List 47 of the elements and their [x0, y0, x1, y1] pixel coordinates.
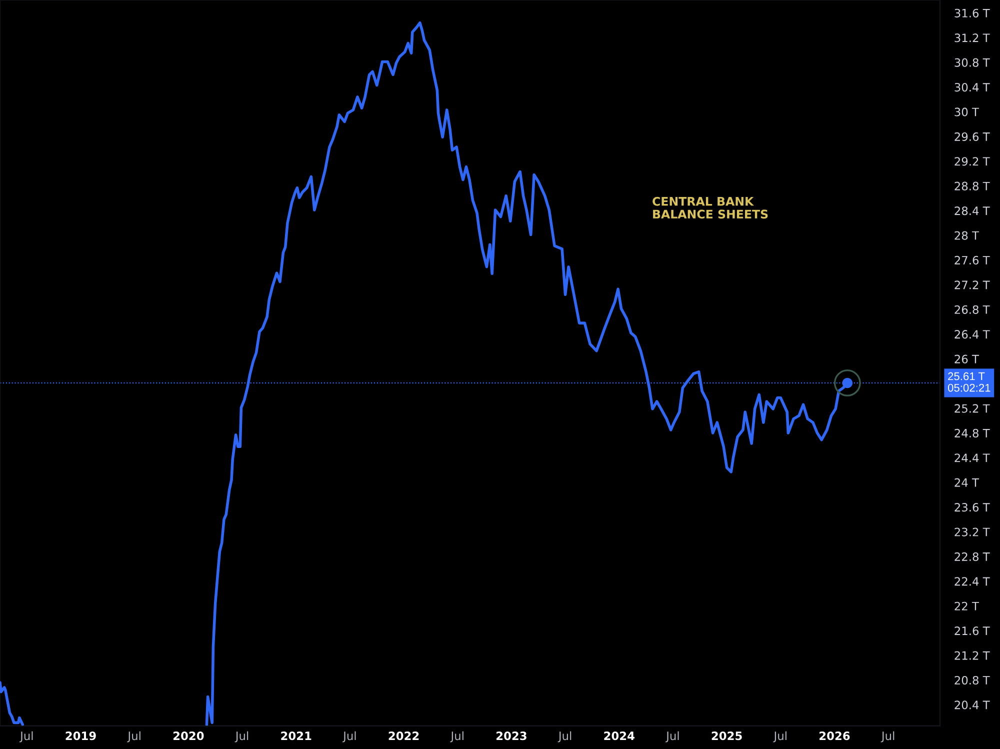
y-tick-label: 20.8 T	[954, 676, 990, 685]
y-tick-label: 30 T	[954, 108, 979, 116]
y-tick-label: 25.2 T	[954, 404, 990, 413]
y-tick-label: 30.4 T	[954, 82, 990, 92]
x-tick-label: Jul	[880, 731, 894, 742]
y-tick-label: 21.6 T	[954, 626, 990, 636]
y-tick-label: 20.4 T	[954, 700, 990, 710]
x-tick-label: Jul	[773, 731, 786, 742]
x-tick-label: Jul	[19, 731, 33, 742]
y-tick-label: 27.6 T	[954, 256, 990, 265]
x-tick-label: 2020	[173, 732, 204, 740]
x-tick-label: 2023	[496, 732, 526, 740]
y-tick-label: 22.8 T	[954, 552, 990, 562]
ref-line-label: 25.61 T 05:02:21	[948, 372, 990, 392]
x-tick-label: 2019	[66, 732, 96, 740]
y-tick-label: 26 T	[954, 354, 979, 364]
x-tick-label: Jul	[127, 731, 140, 742]
y-tick-label: 24.4 T	[954, 454, 990, 462]
y-tick-label: 24.8 T	[954, 428, 990, 438]
x-tick-label: Jul	[450, 731, 464, 742]
x-tick-label: 2024	[604, 732, 634, 740]
x-tick-label: 2026	[820, 732, 850, 740]
y-tick-label: 21.2 T	[954, 651, 990, 660]
x-tick-label: Jul	[558, 731, 572, 742]
y-tick-label: 28.8 T	[954, 182, 990, 190]
y-tick-label: 28.4 T	[954, 206, 990, 216]
y-tick-label: 31.6 T	[954, 8, 990, 18]
y-tick-label: 23.2 T	[954, 528, 990, 536]
x-tick-label: Jul	[666, 731, 679, 742]
y-tick-label: 27.2 T	[954, 280, 990, 290]
y-tick-label: 22.4 T	[954, 577, 990, 586]
x-tick-label: Jul	[342, 731, 356, 742]
y-tick-label: 26.8 T	[954, 305, 990, 314]
y-tick-label: 28 T	[954, 231, 979, 240]
x-tick-label: 2022	[388, 732, 419, 740]
y-tick-label: 30.8 T	[954, 58, 990, 67]
y-tick-label: 31.2 T	[954, 34, 990, 42]
y-tick-label: 24 T	[954, 478, 979, 487]
y-tick-label: 26.4 T	[954, 330, 990, 339]
y-tick-label: 23.6 T	[954, 502, 990, 512]
y-tick-label: 22 T	[954, 602, 979, 610]
y-tick-label: 29.2 T	[954, 157, 990, 166]
y-tick-label: 29.6 T	[954, 132, 990, 141]
x-tick-label: Jul	[234, 731, 248, 742]
x-tick-label: 2025	[712, 732, 742, 740]
x-tick-label: 2021	[281, 732, 312, 740]
text: CENTRAL BANK BALANCE SHEETS	[652, 196, 768, 219]
